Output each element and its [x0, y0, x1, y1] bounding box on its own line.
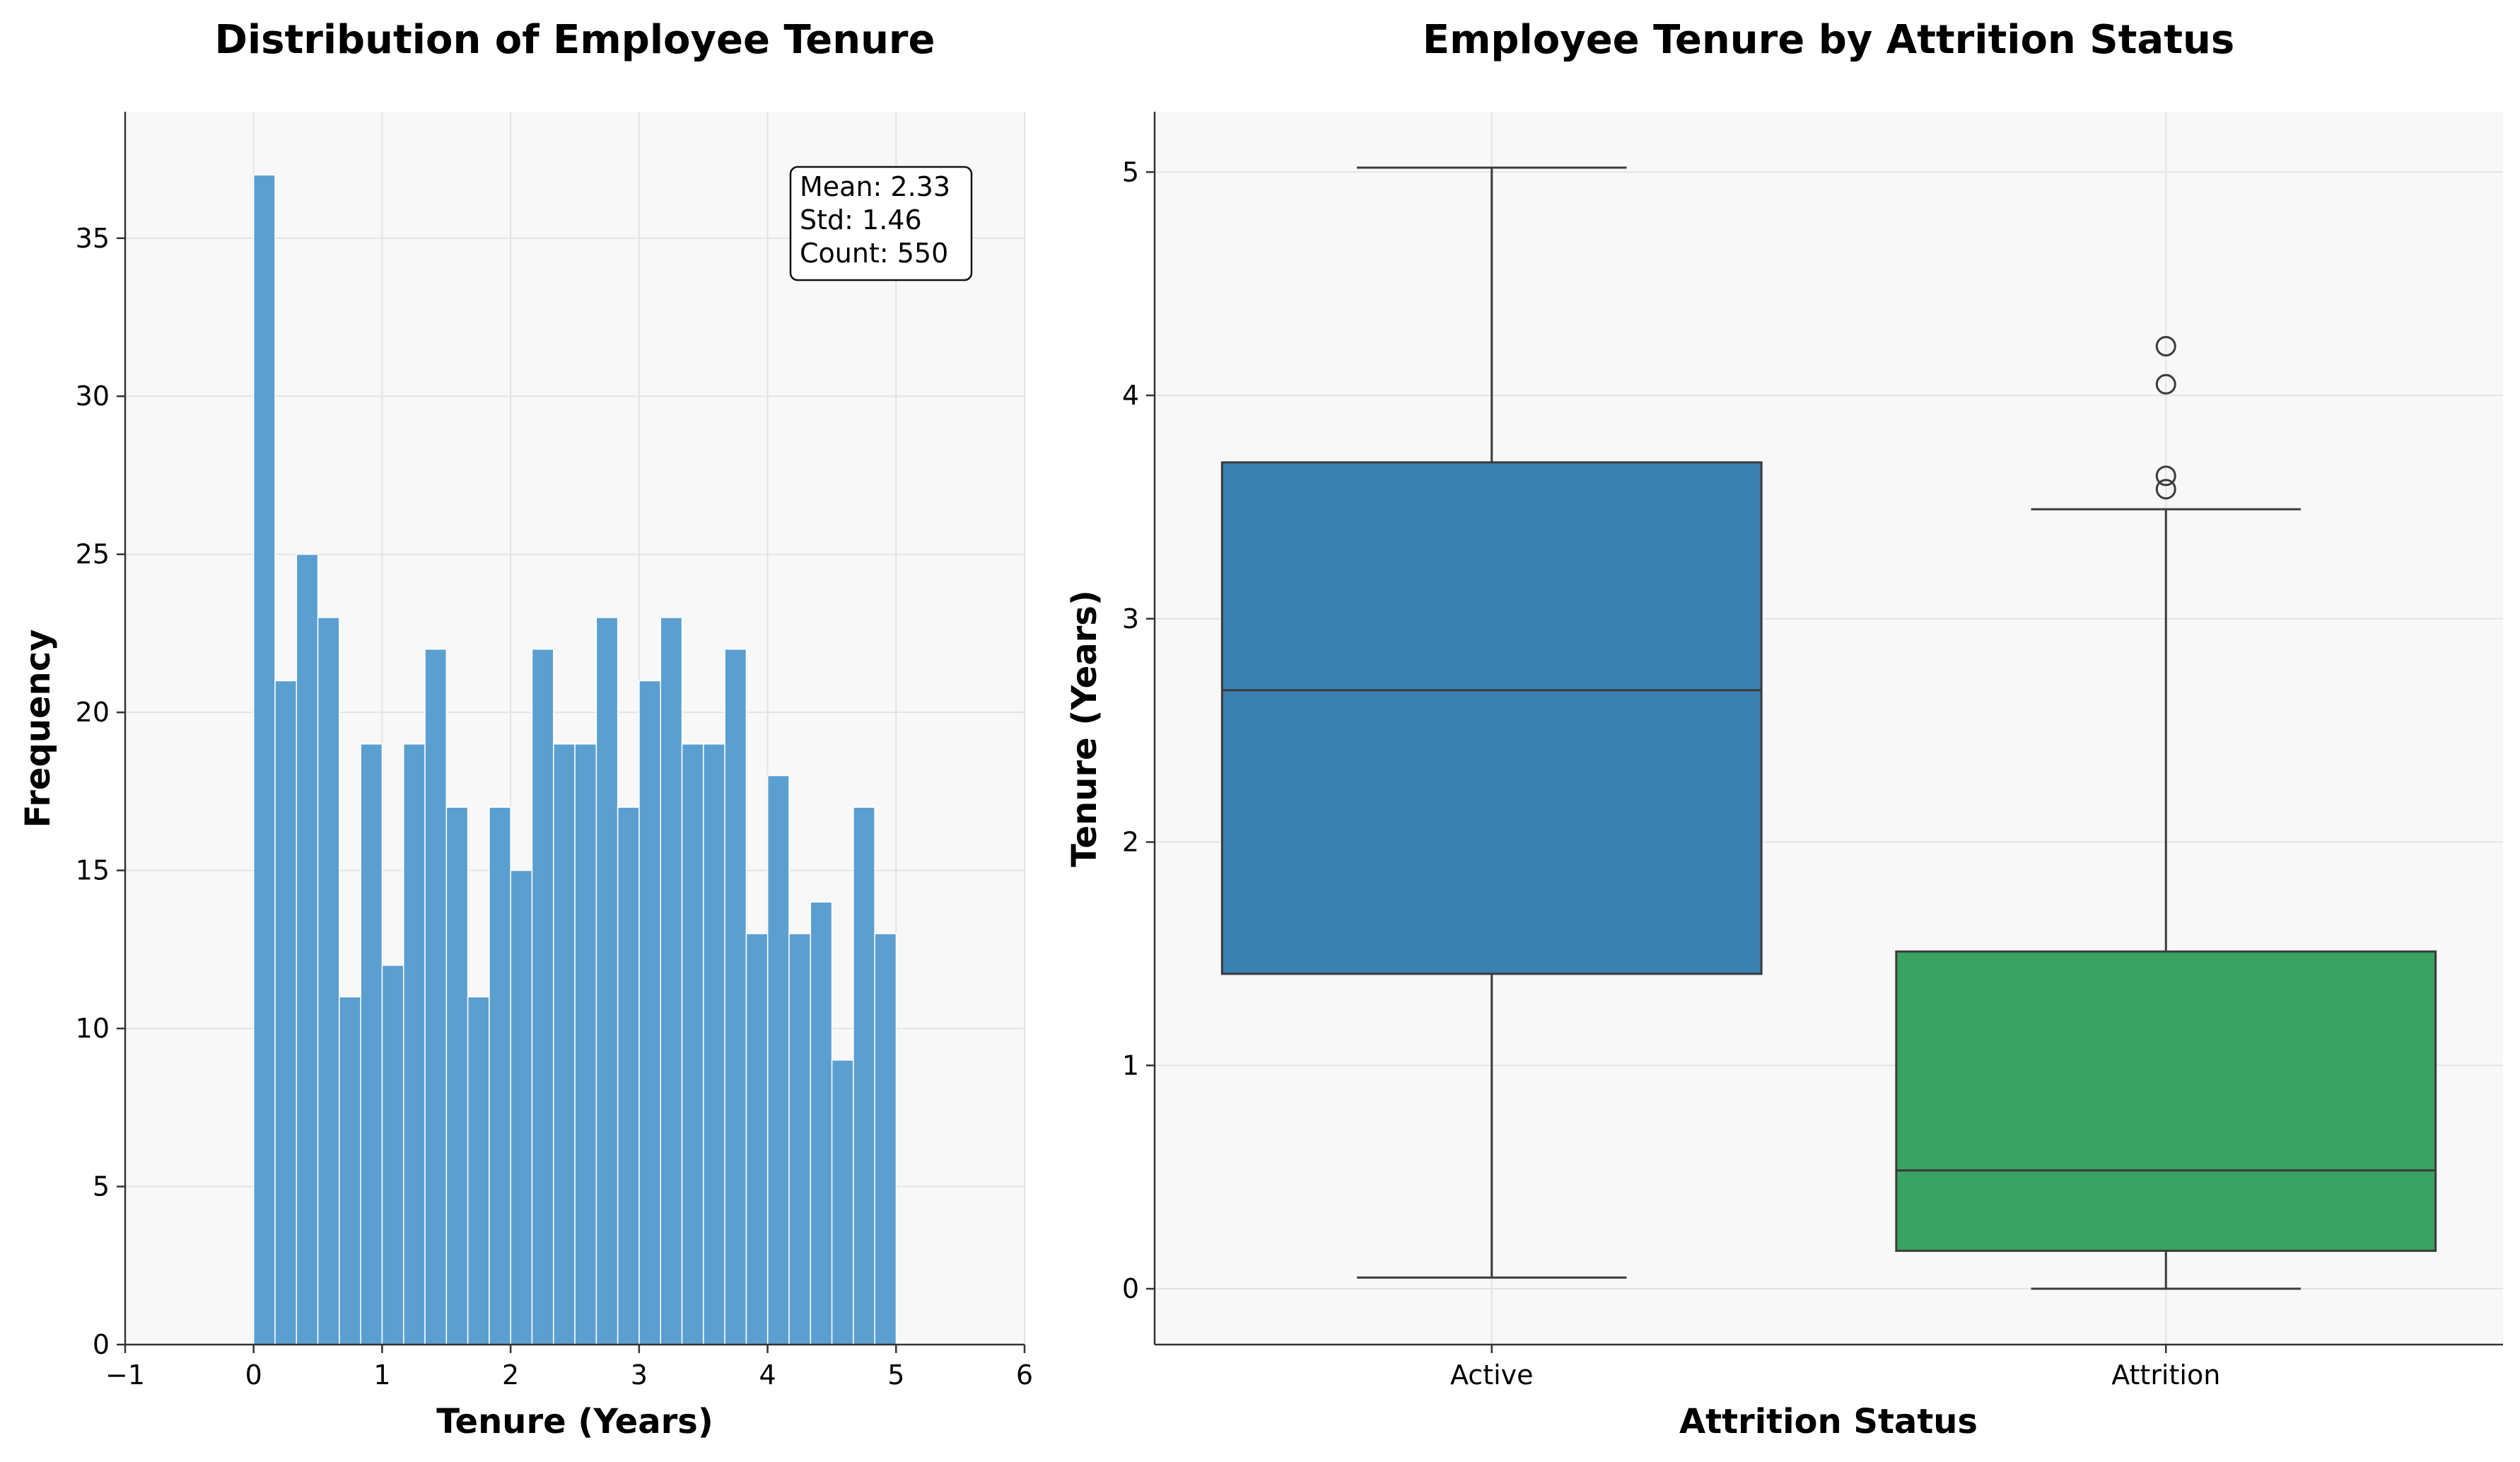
histogram-bar: [766, 774, 790, 1345]
histogram-y-tick-label: 20: [76, 697, 110, 728]
box-iqr-active: [1220, 461, 1763, 975]
histogram-x-tick-label: 2: [502, 1359, 519, 1391]
histogram-bar: [574, 743, 597, 1345]
boxplot-x-ticks: Active Attrition: [1450, 1345, 2220, 1391]
histogram-bar: [810, 901, 833, 1345]
stats-mean: Mean: 2.33: [800, 171, 950, 202]
histogram-y-tick-label: 35: [76, 223, 110, 254]
histogram-bar: [317, 617, 340, 1345]
boxplot-x-tick-label: Attrition: [2111, 1359, 2220, 1391]
histogram-bar: [853, 806, 875, 1345]
boxplot-y-tick-label: 4: [1122, 380, 1139, 411]
histogram-y-tick-label: 15: [76, 855, 110, 886]
histogram-y-tick-label: 0: [93, 1329, 110, 1360]
histogram-bar: [489, 806, 511, 1345]
histogram-x-tick-label: 6: [1016, 1359, 1033, 1391]
histogram-bar: [831, 1060, 854, 1345]
histogram-bar: [660, 617, 683, 1345]
histogram-x-tick-label: −1: [105, 1359, 145, 1391]
boxplot-x-axis-label: Attrition Status: [1679, 1402, 1978, 1441]
histogram-bar: [703, 743, 725, 1345]
box-outlier-point: [2155, 465, 2176, 487]
boxplot-y-tick-label: 1: [1122, 1050, 1139, 1081]
histogram-bar: [724, 649, 747, 1345]
histogram-bar: [467, 996, 490, 1345]
histogram-bar: [874, 933, 897, 1345]
histogram-x-axis-label: Tenure (Years): [436, 1402, 713, 1441]
boxplot-y-tick-label: 2: [1122, 827, 1139, 858]
histogram-bar: [424, 649, 448, 1345]
histogram-bar: [252, 174, 276, 1345]
boxplot-x-tick-label: Active: [1450, 1359, 1534, 1391]
histogram-title: Distribution of Employee Tenure: [214, 17, 935, 63]
boxplot-y-ticks: 0 1 2 3 4 5: [1122, 156, 1155, 1304]
histogram-bar: [595, 617, 619, 1345]
histogram-bar: [296, 553, 319, 1345]
box-iqr-attrition: [1895, 950, 2437, 1252]
histogram-x-ticks: −1 0 1 2 3 4 5 6: [105, 1345, 1033, 1391]
boxplot-y-axis-label: Tenure (Years): [1065, 590, 1104, 867]
histogram-bar: [681, 743, 704, 1345]
box-outlier-point: [2155, 479, 2176, 500]
histogram-x-tick-label: 3: [631, 1359, 648, 1391]
histogram-bar: [788, 933, 812, 1345]
histogram-y-ticks: 0 5 10 15 20 25 30 35: [76, 223, 125, 1360]
boxplot-y-tick-label: 5: [1122, 156, 1139, 187]
histogram-bar: [745, 933, 769, 1345]
histogram-y-tick-label: 30: [76, 381, 110, 412]
histogram-bar: [617, 806, 640, 1345]
histogram-bar: [403, 743, 426, 1345]
histogram-bar: [360, 743, 383, 1345]
histogram-bar: [638, 680, 662, 1345]
box-outlier-point: [2155, 373, 2176, 395]
histogram-x-tick-label: 0: [245, 1359, 262, 1391]
histogram-bar: [381, 964, 404, 1345]
histogram-bars: [252, 174, 897, 1345]
boxplot-panel: Active Attrition 0 1 2 3 4 5 Employee Tenure b…: [1065, 17, 2503, 1441]
boxplot-title: Employee Tenure by Attrition Status: [1423, 17, 2234, 63]
histogram-x-tick-label: 5: [887, 1359, 904, 1391]
stats-box: Mean: 2.33 Std: 1.46 Count: 550: [789, 166, 973, 282]
boxplot-y-tick-label: 0: [1122, 1273, 1139, 1304]
histogram-y-axis-label: Frequency: [18, 630, 58, 828]
histogram-y-tick-label: 25: [76, 539, 110, 570]
histogram-bar: [445, 806, 469, 1345]
stats-box-frame: [789, 166, 973, 282]
histogram-x-tick-label: 1: [373, 1359, 390, 1391]
histogram-bar: [531, 649, 554, 1345]
histogram-y-tick-label: 10: [76, 1013, 110, 1044]
histogram-bar: [339, 996, 361, 1345]
box-outlier-point: [2155, 336, 2176, 357]
histogram-bar: [274, 680, 298, 1345]
boxplot-boxes: [1220, 166, 2437, 1290]
histogram-bar: [510, 869, 533, 1345]
boxplot-y-tick-label: 3: [1122, 603, 1139, 634]
stats-count: Count: 550: [800, 238, 948, 269]
histogram-x-tick-label: 4: [759, 1359, 776, 1391]
stats-std: Std: 1.46: [800, 204, 922, 236]
histogram-y-tick-label: 5: [93, 1171, 110, 1202]
histogram-bar: [553, 743, 576, 1345]
